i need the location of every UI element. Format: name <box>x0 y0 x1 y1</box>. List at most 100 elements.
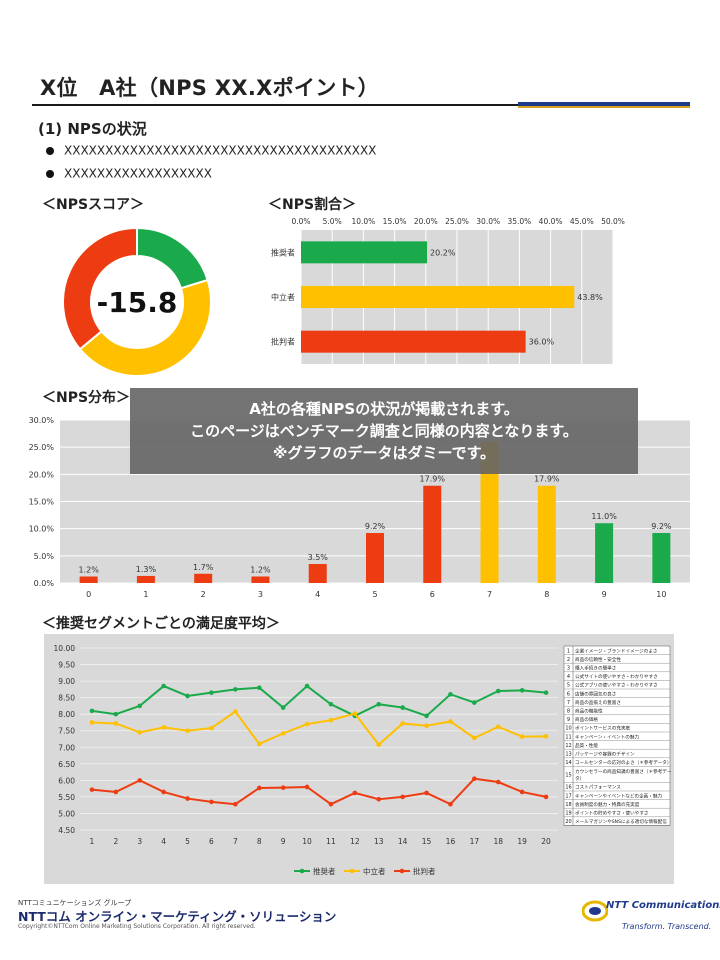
series-1-point <box>543 690 549 695</box>
series-1-point <box>89 708 95 714</box>
segment-number: 5 <box>567 683 570 689</box>
segment-number: 7 <box>567 700 570 706</box>
x-tick-label: 40.0% <box>539 217 563 226</box>
bullet-text: XXXXXXXXXXXXXXXXXX <box>64 166 212 181</box>
y-tick-label: 4.50 <box>58 826 75 835</box>
segment-label: 品質・性能 <box>575 742 598 749</box>
segment-label: パッケージや容器のデザイン <box>575 751 635 758</box>
bar-6 <box>423 485 442 583</box>
series-2-point <box>519 734 525 739</box>
series-1-point <box>280 705 286 710</box>
segment-number: 14 <box>565 760 571 766</box>
segment-satisfaction-line-chart: 4.50 5.00 5.50 6.00 6.50 7.00 7.50 8.00 8.50 9.00… <box>44 634 674 884</box>
ntt-logo-icon <box>582 900 608 922</box>
bullet-dot <box>46 146 54 155</box>
x-tick-label: 0.0% <box>291 217 310 226</box>
y-tick-label: 7.00 <box>58 743 75 752</box>
x-tick-label: 4 <box>161 837 166 846</box>
value-label: 3.5% <box>308 553 329 562</box>
x-tick-label: 6 <box>209 837 214 846</box>
series-line-2 <box>91 710 547 747</box>
bar-3 <box>301 330 526 353</box>
value-label: 20.2% <box>430 248 456 257</box>
x-tick-label: 3 <box>137 837 142 846</box>
series-1-point <box>448 692 453 697</box>
value-label: 1.2% <box>78 565 99 574</box>
title-rule-accent-gold <box>518 106 690 108</box>
y-tick-label: 6.00 <box>58 776 75 785</box>
segment-label: 企業イメージ・ブランドイメージのよさ <box>575 647 658 654</box>
series-3-point <box>495 779 501 785</box>
bar-2 <box>194 573 213 583</box>
y-tick-label: 6.50 <box>58 760 75 769</box>
segment-number: 3 <box>567 666 570 672</box>
series-3-point <box>519 789 525 795</box>
segment-number: 16 <box>565 785 571 791</box>
x-tick-label: 2 <box>201 590 206 599</box>
y-tick-label: 25.0% <box>29 443 55 452</box>
series-1-point <box>233 687 238 692</box>
y-tick-label: 7.50 <box>58 727 75 736</box>
series-3-point <box>89 787 95 792</box>
series-3-point <box>448 801 453 807</box>
y-tick-label: 5.00 <box>58 809 75 818</box>
segment-label: 公式サイトの使いやすさ・わかりやすさ <box>575 673 658 680</box>
segment-label: 購入手続きの簡単さ <box>575 665 616 672</box>
bar-1 <box>301 241 428 264</box>
bullet-item: XXXXXXXXXXXXXXXXXX <box>46 166 212 181</box>
x-tick-label: 35.0% <box>507 217 531 226</box>
bar-3 <box>251 576 270 583</box>
x-tick-label: 10 <box>302 837 312 846</box>
nps-score-donut-chart: -15.8 <box>62 226 212 377</box>
bar-2 <box>301 286 575 308</box>
series-2-point <box>543 734 549 739</box>
series-2-point <box>448 719 453 724</box>
series-3-point <box>400 794 405 800</box>
segment-satisfaction-heading: ＜推奨セグメントごとの満足度平均＞ <box>42 616 280 632</box>
bullet-dot <box>46 169 54 178</box>
bar-9 <box>595 523 614 583</box>
x-tick-label: 6 <box>430 590 435 599</box>
series-3-point <box>424 790 429 796</box>
series-2-point <box>304 721 310 727</box>
donut-slice-2 <box>78 278 212 377</box>
series-3-point <box>185 796 190 801</box>
bar-5 <box>366 533 384 583</box>
notice-line-1: A社の各種NPSの状況が掲載されます。 <box>249 400 519 418</box>
legend-marker <box>349 868 355 874</box>
value-label: 9.2% <box>651 522 672 531</box>
series-2-point <box>256 741 262 747</box>
segment-label: 店舗の雰囲気の良さ <box>575 690 616 697</box>
series-1-point <box>256 685 262 691</box>
x-tick-label: 17 <box>470 837 480 846</box>
dummy-data-notice: A社の各種NPSの状況が掲載されます。 このページはベンチマーク調査と同様の内容… <box>130 388 638 474</box>
segment-number: 18 <box>565 802 571 808</box>
segment-label: コストパフォーマンス <box>575 785 621 791</box>
segment-number: 11 <box>565 734 571 740</box>
series-1-point <box>400 705 405 710</box>
category-label: 推奨者 <box>271 247 295 257</box>
x-tick-label: 16 <box>446 837 456 846</box>
series-2-point <box>400 721 405 726</box>
segment-number: 10 <box>565 726 571 732</box>
segment-label: 公式アプリの使いやすさ・わかりやすさ <box>575 682 658 689</box>
value-label: 1.3% <box>136 565 157 574</box>
legend-marker <box>399 868 405 874</box>
value-label: 17.9% <box>534 475 560 484</box>
series-2-point <box>280 731 286 736</box>
y-tick-label: 8.00 <box>58 710 75 719</box>
y-tick-label: 9.00 <box>58 677 75 686</box>
x-tick-label: 10 <box>656 590 666 599</box>
x-tick-label: 3 <box>258 590 263 599</box>
x-tick-label: 20 <box>541 837 551 846</box>
y-tick-label: 0.0% <box>34 579 55 588</box>
segment-label: 商品の機能性 <box>575 708 603 715</box>
segment-label: 商品の価格 <box>575 716 598 723</box>
segment-label: ポイントの貯めやすさ・使いやすさ <box>575 810 649 817</box>
series-3-point <box>256 785 262 791</box>
x-tick-label: 10.0% <box>351 217 375 226</box>
series-3-point <box>113 789 119 795</box>
x-tick-label: 20.0% <box>414 217 438 226</box>
ntt-tagline: Transform. Transcend. <box>622 922 712 931</box>
series-3-point <box>376 796 382 802</box>
